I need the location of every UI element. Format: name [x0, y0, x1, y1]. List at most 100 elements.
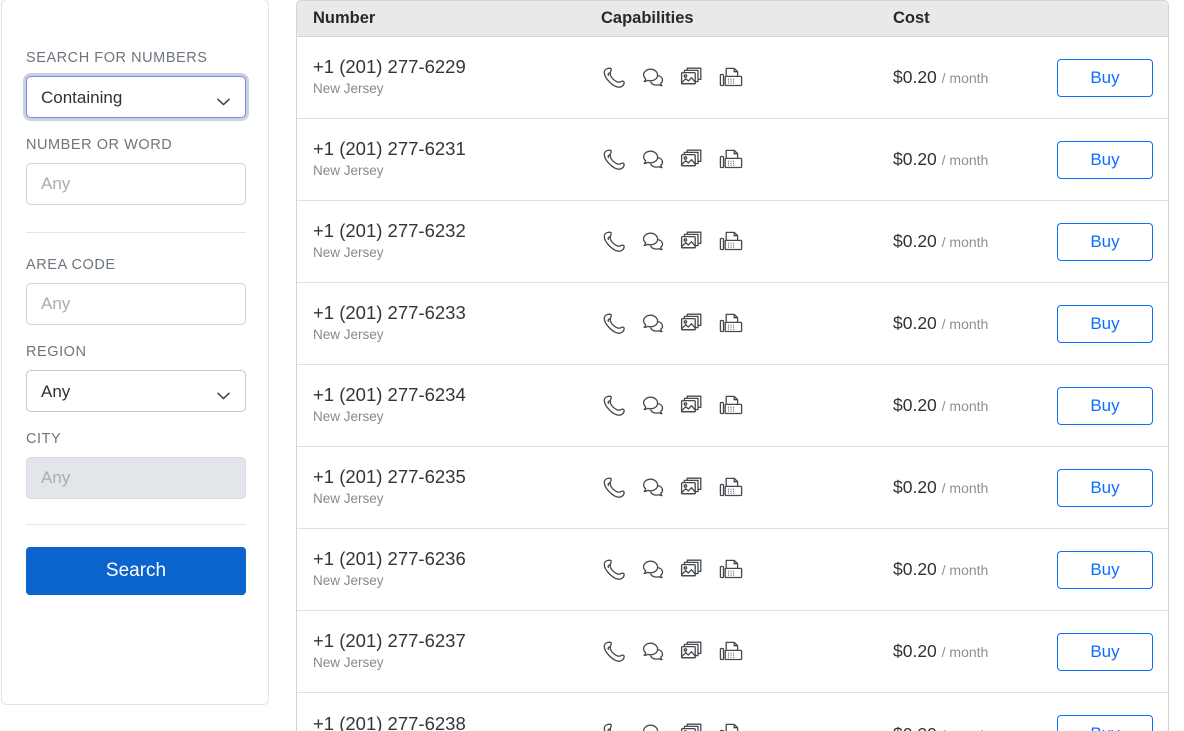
cost-amount: $0.20 [893, 231, 942, 251]
fax-icon [718, 639, 744, 665]
number-cell: +1 (201) 277-6238 New Jersey [313, 712, 601, 731]
sms-icon [640, 557, 666, 583]
phone-location: New Jersey [313, 655, 384, 671]
phone-number: +1 (201) 277-6236 [313, 548, 466, 570]
voice-icon [601, 393, 627, 419]
mms-icon [679, 639, 705, 665]
table-row[interactable]: +1 (201) 277-6238 New Jersey [297, 693, 1168, 731]
city-input[interactable] [26, 457, 246, 499]
action-cell: Buy [1053, 468, 1168, 507]
table-row[interactable]: +1 (201) 277-6232 New Jersey [297, 201, 1168, 283]
number-cell: +1 (201) 277-6231 New Jersey [313, 137, 601, 181]
buy-button[interactable]: Buy [1057, 58, 1153, 97]
sms-icon [640, 475, 666, 501]
mms-icon [679, 65, 705, 91]
cost-cell: $0.20 / month [893, 641, 1053, 662]
fax-icon [718, 557, 744, 583]
table-row[interactable]: +1 (201) 277-6237 New Jersey [297, 611, 1168, 693]
field-number-or-word: NUMBER OR WORD [26, 137, 246, 205]
capabilities-cell [601, 229, 893, 255]
action-cell: Buy [1053, 304, 1168, 343]
buy-button[interactable]: Buy [1057, 304, 1153, 343]
cost-cell: $0.20 / month [893, 149, 1053, 170]
buy-button[interactable]: Buy [1057, 222, 1153, 261]
phone-location: New Jersey [313, 245, 384, 261]
region-select-wrap: Any [26, 370, 246, 412]
search-for-numbers-select-wrap: ContainingStarts withEnds with [26, 76, 246, 118]
number-cell: +1 (201) 277-6232 New Jersey [313, 219, 601, 263]
buy-button[interactable]: Buy [1057, 715, 1153, 731]
phone-location: New Jersey [313, 163, 384, 179]
voice-icon [601, 475, 627, 501]
cost-period: / month [941, 644, 989, 660]
table-row[interactable]: +1 (201) 277-6229 New Jersey [297, 37, 1168, 119]
buy-button[interactable]: Buy [1057, 468, 1153, 507]
table-row[interactable]: +1 (201) 277-6231 New Jersey [297, 119, 1168, 201]
field-region: REGION Any [26, 344, 246, 412]
buy-button[interactable]: Buy [1057, 632, 1153, 671]
sms-icon [640, 721, 666, 731]
number-cell: +1 (201) 277-6237 New Jersey [313, 629, 601, 673]
table-row[interactable]: +1 (201) 277-6236 New Jersey [297, 529, 1168, 611]
sms-icon [640, 147, 666, 173]
column-header-number: Number [313, 9, 376, 27]
fax-icon [718, 311, 744, 337]
sms-icon [640, 229, 666, 255]
cost-period: / month [941, 316, 989, 332]
mms-icon [679, 721, 705, 731]
cost-period: / month [941, 152, 989, 168]
action-cell: Buy [1053, 140, 1168, 179]
voice-icon [601, 311, 627, 337]
search-for-numbers-select[interactable]: ContainingStarts withEnds with [26, 76, 246, 118]
field-search-for-numbers: SEARCH FOR NUMBERS ContainingStarts with… [26, 0, 246, 118]
phone-number: +1 (201) 277-6232 [313, 220, 466, 242]
capabilities-cell [601, 311, 893, 337]
fax-icon [718, 475, 744, 501]
column-header-capabilities: Capabilities [601, 9, 694, 27]
capabilities-cell [601, 65, 893, 91]
cost-cell: $0.20 / month [893, 477, 1053, 498]
area-code-input[interactable] [26, 283, 246, 325]
table-row[interactable]: +1 (201) 277-6234 New Jersey [297, 365, 1168, 447]
capabilities-cell [601, 557, 893, 583]
phone-number: +1 (201) 277-6238 [313, 712, 466, 731]
mms-icon [679, 311, 705, 337]
search-for-numbers-label: SEARCH FOR NUMBERS [26, 50, 208, 66]
capabilities-cell [601, 639, 893, 665]
cost-period: / month [942, 727, 989, 731]
buy-button[interactable]: Buy [1057, 386, 1153, 425]
mms-icon [679, 557, 705, 583]
cost-period: / month [941, 398, 989, 414]
cost-amount: $0.20 [893, 641, 942, 661]
cost-period: / month [941, 562, 989, 578]
table-row[interactable]: +1 (201) 277-6233 New Jersey [297, 283, 1168, 365]
voice-icon [601, 65, 627, 91]
cost-amount: $0.20 [893, 149, 942, 169]
number-cell: +1 (201) 277-6229 New Jersey [313, 55, 601, 99]
number-or-word-input[interactable] [26, 163, 246, 205]
number-cell: +1 (201) 277-6236 New Jersey [313, 547, 601, 591]
phone-location: New Jersey [313, 409, 384, 425]
city-label: CITY [26, 431, 62, 447]
buy-button[interactable]: Buy [1057, 550, 1153, 589]
cost-period: / month [941, 70, 989, 86]
field-area-code: AREA CODE [26, 257, 246, 325]
action-cell: Buy [1053, 58, 1168, 97]
region-select[interactable]: Any [26, 370, 246, 412]
phone-location: New Jersey [313, 573, 384, 589]
voice-icon [601, 147, 627, 173]
mms-icon [679, 229, 705, 255]
cost-cell: $0.20 / month [893, 313, 1053, 334]
cost-amount: $0.20 [893, 724, 942, 731]
number-cell: +1 (201) 277-6234 New Jersey [313, 383, 601, 427]
phone-location: New Jersey [313, 327, 384, 343]
number-cell: +1 (201) 277-6235 New Jersey [313, 465, 601, 509]
number-or-word-label: NUMBER OR WORD [26, 137, 173, 153]
search-button[interactable]: Search [26, 547, 246, 595]
area-code-label: AREA CODE [26, 257, 116, 273]
buy-button[interactable]: Buy [1057, 140, 1153, 179]
table-row[interactable]: +1 (201) 277-6235 New Jersey [297, 447, 1168, 529]
cost-period: / month [941, 234, 989, 250]
phone-location: New Jersey [313, 81, 384, 97]
